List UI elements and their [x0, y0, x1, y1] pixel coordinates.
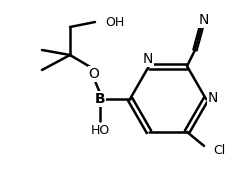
- Text: HO: HO: [90, 124, 110, 137]
- Text: Cl: Cl: [213, 144, 225, 157]
- Text: O: O: [88, 67, 100, 81]
- Text: OH: OH: [105, 16, 124, 29]
- Text: N: N: [143, 52, 153, 66]
- Text: B: B: [95, 92, 105, 106]
- Text: N: N: [199, 13, 209, 27]
- Text: N: N: [208, 91, 218, 105]
